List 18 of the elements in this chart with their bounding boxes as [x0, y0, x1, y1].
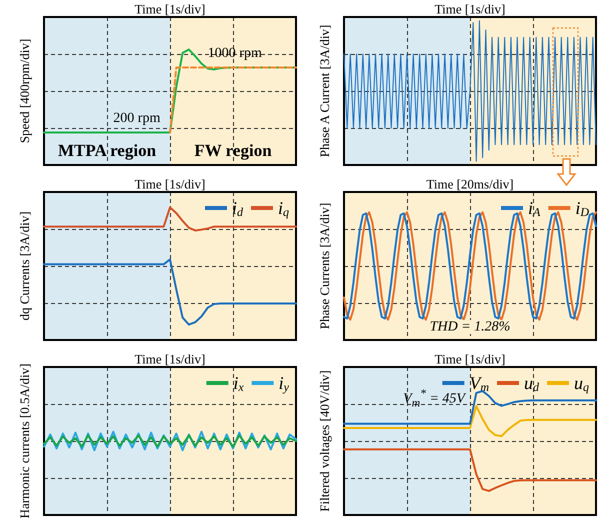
annotation: FW region: [194, 141, 272, 160]
y-axis-title: Phase Currents [3A/div]: [317, 202, 332, 330]
y-axis-title: Harmonic currents [0.5A/div]: [17, 364, 32, 518]
y-axis-title: Phase A Current [3A/div]: [317, 24, 332, 158]
y-axis-title: dq Currents [3A/div]: [17, 211, 32, 321]
annotation: MTPA region: [58, 141, 157, 160]
x-axis-title: Time [1s/div]: [134, 2, 206, 16]
annotation: 1000 rpm: [208, 46, 262, 62]
y-axis-title: Filtered voltages [40V/div]: [317, 370, 332, 512]
annotation: 200 rpm: [113, 111, 160, 128]
x-axis-title: Time [1s/div]: [434, 2, 506, 16]
y-axis-title: Speed [400rpm/div]: [17, 38, 32, 144]
x-axis-title: Time [1s/div]: [434, 352, 506, 366]
x-axis-title: Time [20ms/div]: [426, 176, 514, 192]
annotation: THD = 1.28%: [430, 320, 510, 334]
annotation: V$_{m}$$^{*}$ = 45V: [403, 386, 465, 412]
x-axis-title: Time [1s/div]: [134, 176, 206, 192]
x-axis-title: Time [1s/div]: [134, 352, 206, 366]
